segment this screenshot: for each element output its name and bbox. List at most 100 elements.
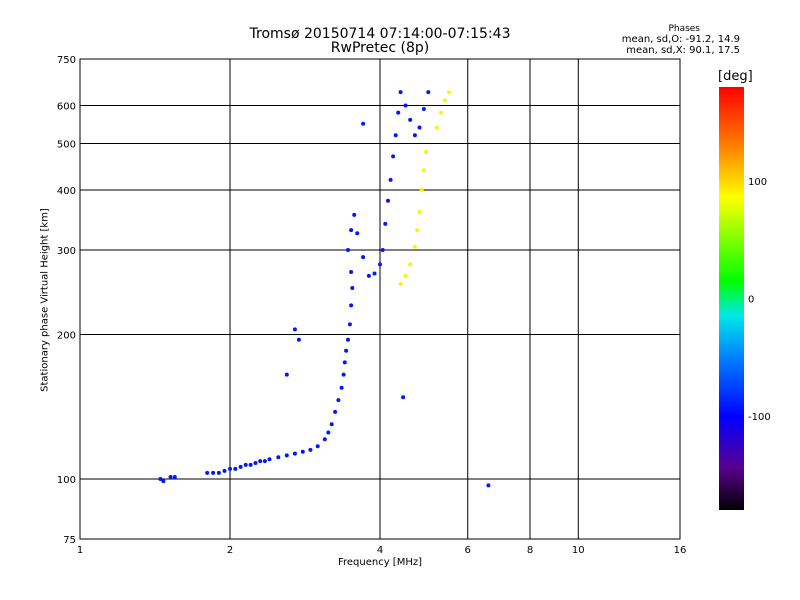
colorbar-tick-labels: 100 0 -100: [748, 177, 771, 423]
o-mode-echo-point: [398, 90, 403, 95]
o-mode-echo-point: [426, 90, 431, 95]
o-mode-echo-point: [172, 475, 177, 479]
o-mode-echo-point: [349, 270, 354, 274]
o-mode-echo-point: [161, 479, 166, 484]
x-mode-echo-point: [421, 168, 426, 173]
y-tick-label: 750: [57, 55, 76, 66]
o-mode-echo-point: [329, 422, 334, 427]
o-mode-echo-point: [211, 470, 216, 475]
o-mode-echo-point: [300, 449, 305, 454]
o-mode-echo-point: [322, 437, 327, 442]
chart-subtitle: RwPretec (8p): [330, 40, 430, 56]
o-mode-echo-point: [355, 231, 360, 236]
o-mode-echo-point: [292, 451, 297, 456]
o-mode-echo-point: [262, 459, 267, 464]
y-tick-labels: 75 100 200 300 400 500 600 750: [57, 55, 76, 546]
o-mode-echo-point: [308, 447, 313, 452]
o-mode-echo-point: [361, 121, 366, 126]
o-mode-echo-point: [216, 470, 221, 475]
o-mode-echo-point: [315, 444, 320, 449]
o-mode-echo-point: [486, 483, 491, 488]
x-tick-label: 4: [377, 545, 383, 556]
phases-o-mode-stats: mean, sd,O: -91.2, 14.9: [621, 34, 740, 45]
x-mode-echo-point: [403, 273, 408, 278]
o-mode-echo-point: [386, 198, 390, 203]
colorbar: [719, 87, 744, 510]
o-mode-echo-point: [393, 133, 398, 138]
y-tick-label: 400: [57, 186, 76, 197]
o-mode-echo-point: [408, 117, 413, 122]
x-tick-label: 8: [527, 545, 533, 556]
o-mode-echo-point: [168, 475, 173, 479]
o-mode-echo-point: [417, 125, 422, 130]
colorbar-unit-label: [deg]: [718, 69, 753, 84]
o-mode-echo-point: [380, 248, 385, 252]
o-mode-echo-point: [347, 322, 352, 327]
o-mode-echo-point: [403, 103, 408, 108]
o-mode-echo-point: [222, 468, 227, 473]
o-mode-echo-point: [341, 372, 346, 377]
o-mode-echo-point: [267, 457, 272, 462]
x-tick-labels: 1 2 4 6 8 10 16: [77, 545, 687, 556]
o-mode-echo-point: [349, 228, 354, 233]
o-mode-echo-point: [276, 455, 281, 460]
y-axis-label: Stationary phase Virtual Height [km]: [39, 208, 51, 392]
x-tick-label: 10: [572, 545, 585, 556]
grid-lines: [80, 59, 680, 539]
o-mode-echo-point: [258, 459, 263, 464]
x-mode-echo-point: [415, 228, 420, 233]
x-mode-echo-point: [408, 262, 413, 267]
o-mode-echo-point: [378, 262, 382, 267]
plot-frame: [79, 58, 681, 540]
x-tick-label: 2: [227, 545, 233, 556]
y-tick-label: 600: [57, 102, 76, 113]
o-mode-echo-point: [243, 462, 248, 467]
o-mode-echo-point: [248, 462, 253, 467]
o-mode-echo-point: [396, 110, 401, 115]
o-mode-echo-point: [391, 154, 396, 159]
chart-title: Tromsø 20150714 07:14:00-07:15:43: [249, 26, 511, 42]
o-mode-echo-point: [284, 453, 289, 458]
x-mode-echo-point: [419, 188, 424, 192]
x-mode-echo-point: [398, 281, 403, 286]
o-mode-echo-point: [352, 212, 357, 217]
o-mode-echo-point: [292, 327, 297, 332]
y-tick-label: 200: [57, 331, 76, 342]
x-mode-echo-point: [424, 150, 429, 154]
o-mode-echo-point: [342, 360, 347, 365]
o-mode-echo-point: [296, 337, 301, 342]
o-mode-echo-point: [238, 464, 243, 469]
x-axis-label: Frequency [MHz]: [337, 557, 423, 568]
o-mode-echo-point: [412, 133, 417, 138]
phases-legend-title: Phases: [668, 24, 700, 34]
x-mode-echo-point: [442, 98, 447, 103]
o-mode-echo-point: [349, 303, 354, 308]
o-mode-echo-point: [344, 348, 349, 353]
o-mode-echo-point: [253, 461, 258, 465]
y-tick-label: 100: [57, 475, 76, 486]
o-mode-echo-point: [205, 470, 210, 475]
o-mode-echo-point: [421, 107, 426, 111]
x-tick-label: 1: [77, 545, 83, 556]
o-mode-echo-point: [388, 177, 393, 182]
o-mode-echo-point: [346, 248, 350, 252]
o-mode-echo-point: [366, 273, 371, 278]
phases-x-mode-stats: mean, sd,X: 90.1, 17.5: [626, 45, 740, 56]
o-mode-echo-point: [326, 430, 331, 435]
o-mode-echo-point: [401, 395, 406, 400]
o-mode-echo-point: [372, 271, 377, 276]
x-mode-echo-point: [438, 110, 443, 115]
y-tick-label: 300: [57, 246, 76, 257]
x-mode-echo-point: [412, 244, 417, 249]
y-tick-label: 500: [57, 140, 76, 151]
colorbar-tick-label: 100: [748, 177, 767, 188]
o-mode-echo-point: [228, 466, 232, 471]
x-tick-label: 6: [465, 545, 471, 556]
o-mode-echo-point: [346, 337, 350, 342]
o-mode-echo-point: [284, 372, 289, 377]
o-mode-echo-point: [336, 398, 341, 403]
o-mode-echo-point: [350, 286, 355, 290]
echo-points: [158, 90, 491, 488]
o-mode-echo-point: [158, 477, 163, 481]
